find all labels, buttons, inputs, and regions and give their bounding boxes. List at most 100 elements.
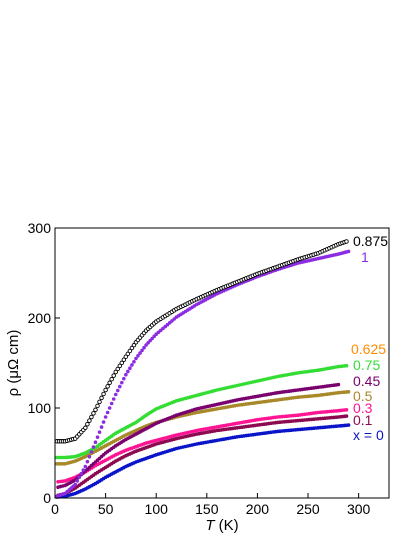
data-point — [87, 454, 92, 459]
data-point — [91, 411, 96, 416]
data-point — [346, 423, 351, 427]
series-label: x = 0 — [353, 427, 384, 443]
data-point — [336, 382, 341, 387]
data-point — [101, 391, 106, 397]
data-point — [85, 459, 90, 464]
series-label: 1 — [361, 249, 369, 265]
y-axis-ticks: 0 100 200 300 — [28, 220, 60, 506]
x-axis-title: T (K) — [205, 517, 238, 534]
data-point — [93, 440, 98, 445]
data-point — [130, 363, 134, 367]
data-curves — [54, 239, 351, 499]
x-axis-ticks: 0 50 100 150 200 250 300 — [51, 493, 371, 517]
data-point — [132, 359, 136, 364]
data-point — [128, 366, 132, 371]
series-0-points — [54, 239, 349, 444]
series-7-points — [56, 414, 349, 498]
data-point — [346, 390, 351, 394]
data-point — [140, 348, 144, 353]
data-point — [113, 392, 118, 397]
y-tick-label: 300 — [28, 220, 52, 236]
data-point — [117, 384, 122, 389]
plot-frame — [54, 227, 390, 499]
data-point — [85, 421, 90, 427]
data-point — [107, 380, 112, 386]
data-point — [115, 388, 120, 393]
data-point — [89, 450, 94, 454]
data-point — [122, 376, 126, 381]
x-tick-label: 100 — [145, 501, 169, 517]
data-point — [101, 420, 106, 424]
data-point — [126, 369, 130, 374]
series-label: 0.45 — [353, 373, 380, 389]
data-point — [99, 395, 104, 401]
series-8-points — [55, 423, 351, 499]
data-point — [97, 399, 102, 405]
x-tick-label: 250 — [296, 501, 320, 517]
series-1-points — [55, 249, 351, 499]
data-point — [344, 414, 349, 418]
data-point — [99, 425, 104, 429]
series-5-points — [55, 390, 351, 466]
data-point — [93, 407, 98, 413]
series-label: 0.75 — [353, 357, 380, 373]
data-point — [89, 414, 94, 420]
x-tick-label: 0 — [51, 501, 59, 517]
data-point — [95, 435, 100, 439]
data-point — [117, 363, 123, 369]
data-point — [142, 345, 146, 350]
data-point — [134, 356, 138, 361]
data-point — [87, 418, 92, 423]
data-point — [131, 342, 137, 348]
data-point — [121, 357, 127, 363]
data-point — [344, 363, 349, 368]
data-point — [344, 408, 349, 412]
series-label: 0.3 — [353, 400, 373, 416]
data-point — [97, 430, 102, 434]
data-point — [344, 239, 349, 244]
data-point — [111, 373, 116, 378]
data-point — [109, 401, 114, 406]
data-point — [109, 376, 114, 382]
series-label: 0.625 — [351, 341, 386, 357]
y-tick-label: 100 — [28, 400, 52, 416]
data-point — [79, 471, 84, 476]
data-point — [103, 387, 108, 393]
data-point — [95, 403, 100, 409]
data-point — [115, 366, 120, 372]
data-point — [113, 369, 118, 375]
series-3-points — [55, 363, 349, 460]
data-point — [81, 468, 86, 472]
data-point — [107, 406, 112, 410]
data-point — [119, 360, 125, 366]
data-point — [111, 397, 116, 401]
data-point — [83, 464, 88, 469]
data-point — [129, 345, 135, 351]
data-point — [83, 425, 88, 431]
data-point — [138, 351, 142, 355]
series-label: 0.1 — [353, 412, 373, 428]
data-point — [105, 384, 110, 389]
y-axis-title: ρ (μΩ cm) — [5, 330, 22, 397]
data-point — [120, 380, 124, 385]
x-tick-label: 50 — [98, 501, 114, 517]
data-point — [105, 410, 110, 415]
data-point — [136, 354, 140, 358]
y-tick-label: 200 — [28, 310, 52, 326]
x-tick-label: 300 — [347, 501, 371, 517]
series-label: 0.5 — [353, 388, 373, 404]
x-tick-label: 200 — [246, 501, 270, 517]
data-point — [124, 372, 128, 377]
data-point — [91, 445, 96, 449]
series-label: 0.875 — [353, 233, 388, 249]
data-point — [103, 415, 108, 419]
data-point — [75, 479, 80, 483]
x-tick-label: 150 — [195, 501, 219, 517]
data-point — [125, 351, 131, 357]
series-6-points — [56, 408, 349, 484]
data-point — [77, 475, 82, 480]
data-point — [127, 348, 133, 354]
y-tick-label: 0 — [43, 490, 51, 506]
